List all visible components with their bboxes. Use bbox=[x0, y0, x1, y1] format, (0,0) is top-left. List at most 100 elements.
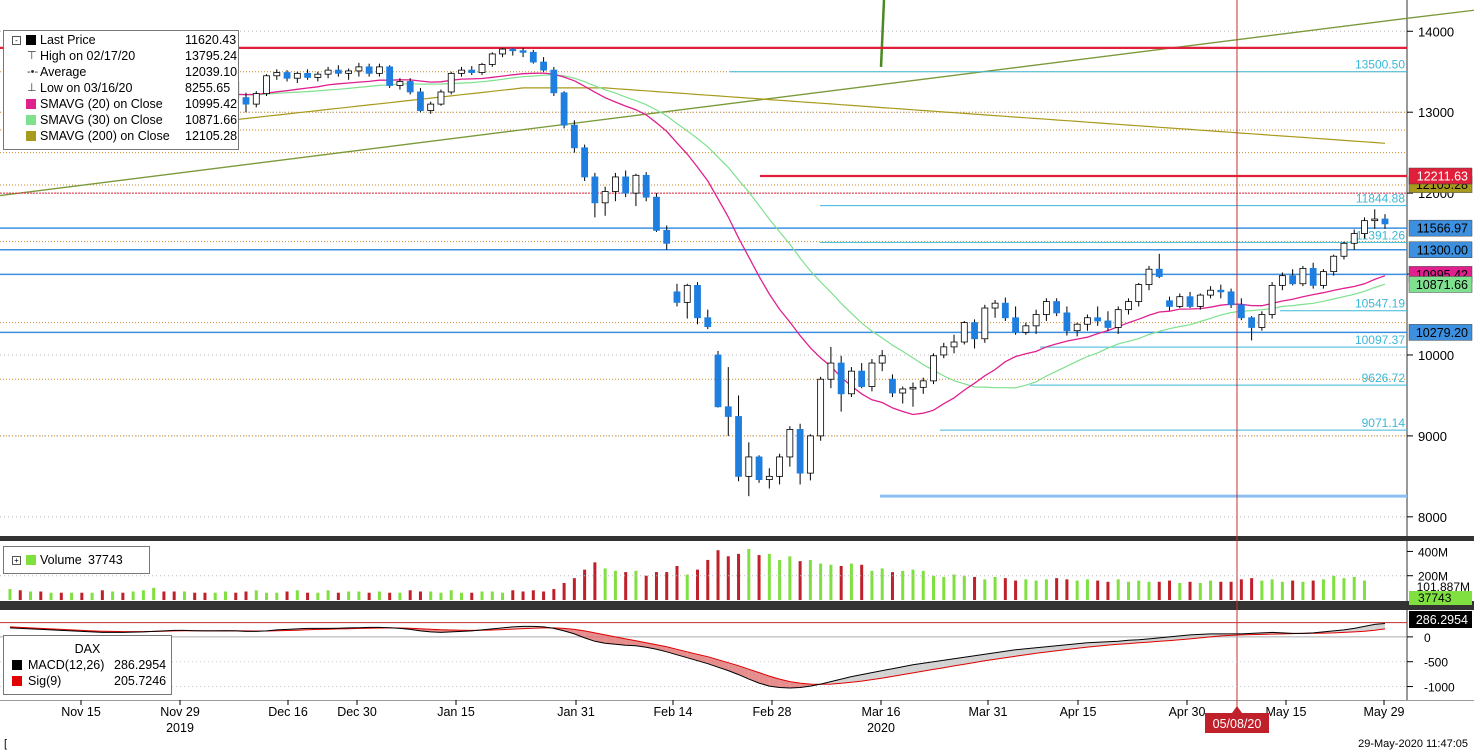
pane-separator-1 bbox=[0, 536, 1474, 541]
candle-body bbox=[1227, 291, 1235, 306]
candle-body bbox=[1340, 242, 1348, 257]
volume-bar bbox=[459, 592, 463, 600]
macd-fill bbox=[933, 660, 944, 670]
volume-bar bbox=[1250, 578, 1254, 600]
collapse-toggle-icon[interactable]: - bbox=[12, 36, 21, 45]
volume-bar bbox=[829, 564, 833, 600]
volume-bar bbox=[1291, 580, 1295, 600]
legend-value: 8255.65 bbox=[185, 81, 231, 95]
macd-tag-bg bbox=[1409, 611, 1472, 628]
volume-bar bbox=[1270, 579, 1274, 600]
volume-bar bbox=[788, 556, 792, 600]
y-tick-label: 13000 bbox=[1418, 105, 1454, 120]
candle-body bbox=[642, 174, 650, 198]
sma-value-tag: 10871.66 bbox=[1416, 278, 1468, 292]
candle-body bbox=[1278, 275, 1286, 286]
legend-label: SMAVG (30) on Close bbox=[40, 113, 163, 127]
volume-bar bbox=[275, 592, 279, 600]
volume-bar bbox=[29, 591, 33, 600]
volume-bar bbox=[696, 569, 699, 600]
volume-bar bbox=[39, 591, 43, 600]
sma-200-line bbox=[9, 87, 1386, 146]
candle-body bbox=[283, 72, 291, 79]
macd-fill bbox=[759, 672, 770, 687]
volume-bar bbox=[562, 583, 566, 600]
y-tick-label: 8000 bbox=[1418, 510, 1447, 525]
volume-bar bbox=[1168, 580, 1172, 600]
volume-bar bbox=[408, 590, 412, 600]
level-value-tag-bg bbox=[1408, 219, 1473, 237]
candle-body bbox=[1289, 275, 1297, 285]
x-tick-label: Feb 28 bbox=[753, 705, 792, 719]
legend-swatch bbox=[26, 115, 36, 125]
volume-bar bbox=[1260, 580, 1264, 600]
legend-value: 12105.28 bbox=[185, 129, 238, 143]
price-legend-row: -•- Average 12039.10 bbox=[4, 64, 238, 80]
volume-bar bbox=[1003, 578, 1007, 600]
macd-fill bbox=[1015, 648, 1026, 657]
legend-label: Last Price bbox=[40, 33, 96, 47]
candle-body bbox=[334, 69, 342, 74]
volume-bar bbox=[932, 575, 936, 600]
x-tick-label: May 15 bbox=[1266, 705, 1307, 719]
macd-fill bbox=[871, 670, 883, 680]
collapse-toggle-icon[interactable]: + bbox=[12, 556, 21, 565]
x-tick-label: Apr 30 bbox=[1169, 705, 1206, 719]
candle-body bbox=[981, 307, 989, 340]
macd-fill bbox=[974, 654, 985, 663]
candle-body bbox=[1073, 323, 1081, 332]
volume-bar bbox=[193, 592, 197, 600]
level-value-tag: 12211.63 bbox=[1417, 169, 1468, 183]
candle-body bbox=[1248, 317, 1256, 328]
candle-body bbox=[252, 93, 260, 105]
candle-body bbox=[1012, 317, 1019, 333]
footer-bracket: [ bbox=[4, 738, 8, 750]
candle-body bbox=[1145, 268, 1153, 285]
candle-body bbox=[1176, 296, 1184, 307]
candle-body bbox=[242, 97, 250, 105]
volume-bar bbox=[203, 592, 207, 600]
candle-body bbox=[499, 48, 506, 55]
fib-level-label: 10547.19 bbox=[1355, 297, 1405, 311]
macd-fill bbox=[728, 662, 739, 675]
candle-body bbox=[355, 66, 363, 72]
vertical-green-line bbox=[879, 0, 886, 67]
volume-bar bbox=[890, 572, 894, 600]
volume-bar bbox=[511, 590, 515, 600]
volume-bar bbox=[70, 592, 74, 600]
volume-bar bbox=[306, 592, 310, 600]
macd-fill bbox=[1025, 647, 1037, 655]
volume-bar bbox=[921, 570, 925, 600]
legend-value: 286.2954 bbox=[114, 658, 167, 672]
candle-body bbox=[663, 229, 671, 244]
volume-bar bbox=[654, 572, 658, 600]
candle-body bbox=[293, 72, 301, 79]
volume-bar bbox=[244, 591, 248, 600]
volume-bar bbox=[347, 591, 351, 600]
volume-bar bbox=[1219, 581, 1223, 600]
fib-level-label: 11391.26 bbox=[1356, 228, 1405, 242]
candle-body bbox=[324, 69, 332, 75]
volume-bar bbox=[162, 591, 166, 600]
volume-bar bbox=[1178, 583, 1182, 600]
volume-bar bbox=[726, 556, 730, 600]
level-value-tag: 11300.00 bbox=[1417, 243, 1468, 257]
volume-bar bbox=[849, 563, 853, 600]
macd-fill bbox=[1374, 623, 1385, 631]
volume-bar bbox=[901, 570, 905, 600]
volume-bar bbox=[593, 562, 597, 600]
volume-bar bbox=[1332, 575, 1336, 600]
volume-bar bbox=[429, 591, 433, 600]
level-value-tag-bg bbox=[1408, 324, 1473, 341]
volume-bar bbox=[121, 592, 125, 600]
macd-legend-row: Sig(9) 205.7246 bbox=[4, 673, 171, 689]
volume-bar bbox=[152, 587, 156, 600]
candle-body bbox=[612, 176, 619, 192]
candle-body bbox=[417, 91, 424, 111]
volume-bar bbox=[778, 559, 782, 600]
volume-bar bbox=[665, 572, 669, 600]
candle-body bbox=[1330, 255, 1338, 273]
legend-label: MACD(12,26) bbox=[28, 658, 105, 672]
